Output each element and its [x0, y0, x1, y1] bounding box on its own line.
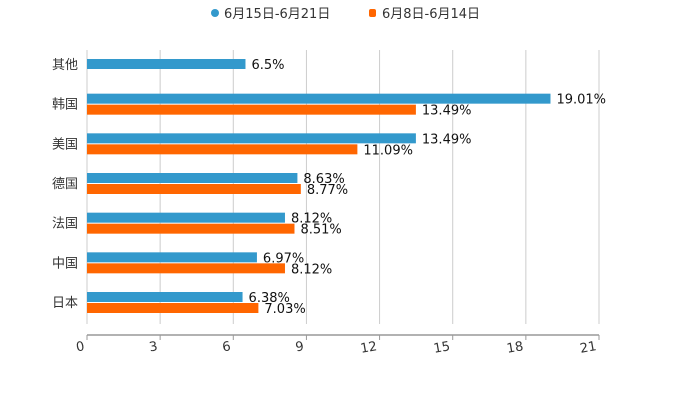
- legend-label-series-1: 6月15日-6月21日: [224, 7, 330, 22]
- data-label-series-2: 8.77%: [307, 183, 348, 198]
- data-label-series-2: 11.09%: [363, 143, 413, 158]
- data-label-series-1: 8.63%: [303, 172, 344, 187]
- x-tick-label: 12: [359, 339, 378, 357]
- bar-series-2: [87, 104, 416, 115]
- y-category-label: 中国: [52, 256, 78, 271]
- bar-series-2: [87, 184, 301, 194]
- bar-series-1: [87, 173, 298, 183]
- x-tick-label: 6: [221, 339, 232, 355]
- data-label-series-1: 6.5%: [251, 58, 284, 73]
- data-label-series-1: 8.12%: [291, 212, 332, 227]
- bar-series-1: [87, 292, 243, 302]
- bar-series-1: [87, 133, 416, 144]
- data-label-series-2: 13.49%: [422, 104, 472, 119]
- legend-item-series-2[interactable]: 6月8日-6月14日: [369, 7, 480, 22]
- bar-series-2: [87, 144, 358, 155]
- y-category-label: 韩国: [52, 98, 78, 113]
- legend-marker-series-2: [369, 9, 376, 17]
- x-tick-label: 9: [294, 339, 305, 355]
- y-category-label: 法国: [52, 217, 78, 232]
- legend-item-series-1[interactable]: 6月15日-6月21日: [211, 7, 330, 22]
- y-category-label: 其他: [52, 58, 78, 73]
- data-label-series-2: 7.03%: [264, 302, 305, 317]
- x-tick-label: 0: [75, 339, 86, 355]
- data-label-series-1: 13.49%: [422, 132, 472, 147]
- data-label-series-2: 8.51%: [300, 223, 341, 238]
- bar-series-2: [87, 263, 285, 274]
- legend-marker-series-1: [211, 9, 219, 17]
- bar-series-1: [87, 93, 551, 104]
- bar-series-2: [87, 223, 295, 234]
- y-category-label: 美国: [52, 137, 78, 152]
- y-category-label: 日本: [52, 296, 78, 311]
- data-label-series-1: 6.38%: [249, 291, 290, 306]
- x-tick-label: 3: [148, 339, 159, 355]
- bar-series-2: [87, 303, 259, 313]
- legend-label-series-2: 6月8日-6月14日: [382, 7, 480, 22]
- data-label-series-1: 19.01%: [556, 93, 606, 108]
- data-label-series-2: 8.12%: [291, 262, 332, 277]
- bar-series-1: [87, 212, 285, 223]
- x-tick-label: 15: [433, 339, 452, 357]
- x-tick-label: 18: [506, 339, 525, 357]
- bar-series-1: [87, 252, 257, 263]
- bar-series-1: [87, 59, 246, 69]
- legend: 6月15日-6月21日 6月8日-6月14日: [211, 7, 480, 22]
- y-category-label: 德国: [52, 177, 78, 192]
- x-tick-label: 21: [579, 339, 598, 357]
- data-label-series-1: 6.97%: [263, 251, 304, 266]
